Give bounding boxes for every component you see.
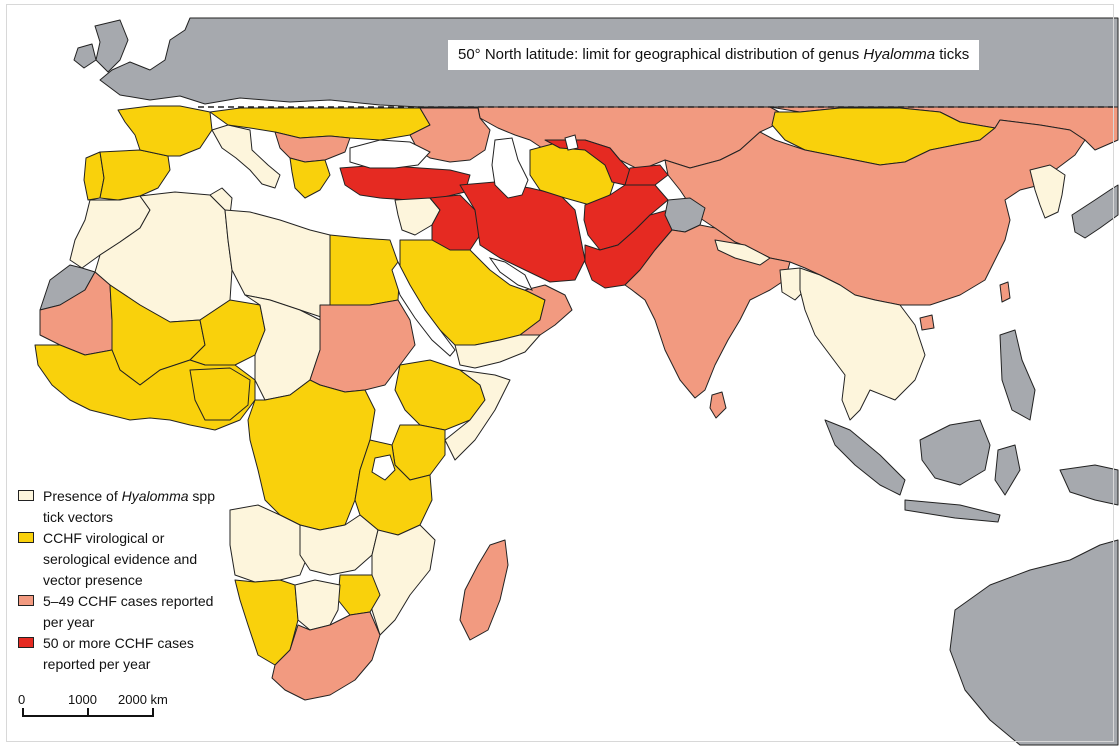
- region-yemen: [454, 334, 541, 369]
- legend-text-cases-50: 50 or more CCHF cases reported per year: [43, 635, 194, 672]
- scale-tick-2000: [152, 708, 154, 716]
- region-bangladesh: [779, 267, 806, 301]
- region-botswana: [294, 579, 341, 631]
- legend-item-presence: Presence of Hyalomma spp tick vectors: [18, 486, 233, 528]
- scale-tick-1000: [87, 708, 89, 716]
- legend-text-presence-pre: Presence of: [43, 488, 122, 504]
- region-france: [117, 105, 213, 157]
- lake-victoria: [371, 454, 396, 481]
- region-somalia: [444, 369, 511, 461]
- region-japan: [1071, 184, 1119, 239]
- legend-text-evidence: CCHF virological or serological evidence…: [43, 530, 198, 588]
- region-uk: [94, 19, 129, 73]
- region-borneo: [919, 419, 991, 486]
- region-sumatra: [824, 419, 906, 496]
- region-new-guinea: [1059, 464, 1119, 506]
- legend-item-evidence: CCHF virological or serological evidence…: [18, 528, 233, 591]
- legend-swatch-cases-5-49: [18, 595, 34, 606]
- region-australia: [949, 539, 1119, 746]
- black-sea: [349, 139, 431, 169]
- legend-text-presence-post: spp tick vectors: [43, 488, 215, 525]
- scale-bar: 0 1000 2000 km: [18, 692, 218, 732]
- region-nigeria: [189, 367, 251, 421]
- persian-gulf: [488, 257, 533, 291]
- region-sudan: [309, 299, 416, 393]
- latitude-label-prefix: 50° North latitude: limit for geographic…: [458, 46, 864, 63]
- legend-swatch-presence: [18, 490, 34, 501]
- scale-label-0: 0: [18, 692, 26, 707]
- region-nepal: [714, 239, 771, 266]
- region-hainan: [919, 314, 935, 331]
- region-balkans: [274, 131, 351, 163]
- region-mainland-se-asia: [799, 267, 926, 421]
- caspian-sea: [491, 137, 529, 199]
- region-korea: [1029, 164, 1066, 219]
- region-turkey: [339, 164, 471, 201]
- region-angola: [229, 504, 311, 583]
- latitude-label-genus: Hyalomma: [863, 46, 936, 63]
- region-tunisia: [209, 187, 233, 216]
- region-sri-lanka: [709, 391, 727, 419]
- region-india: [624, 224, 791, 399]
- region-oman: [519, 284, 573, 336]
- legend-text-cases-5-49: 5–49 CCHF cases reported per year: [43, 593, 214, 630]
- region-sulawesi: [994, 444, 1021, 496]
- region-greece: [289, 157, 331, 199]
- region-central-europe: [209, 107, 431, 141]
- region-java: [904, 499, 1001, 523]
- region-ireland: [73, 43, 97, 69]
- latitude-label: 50° North latitude: limit for geographic…: [448, 40, 980, 70]
- region-philippines: [999, 329, 1036, 421]
- region-taiwan: [999, 281, 1011, 303]
- region-italy: [211, 124, 281, 189]
- legend-text-presence-italic: Hyalomma: [121, 488, 189, 504]
- region-egypt: [329, 234, 401, 306]
- legend-swatch-cases-50: [18, 637, 34, 648]
- latitude-label-suffix: ticks: [935, 46, 970, 63]
- region-south-africa: [271, 611, 381, 701]
- scale-tick-0: [22, 708, 24, 716]
- region-ukraine: [409, 107, 491, 163]
- region-iran: [459, 181, 586, 283]
- region-niger: [189, 299, 266, 366]
- legend-swatch-evidence: [18, 532, 34, 543]
- region-madagascar: [459, 539, 509, 641]
- legend: Presence of Hyalomma spp tick vectors CC…: [18, 486, 233, 675]
- legend-item-cases-5-49: 5–49 CCHF cases reported per year: [18, 591, 233, 633]
- scale-label-1000: 1000: [68, 692, 97, 707]
- red-sea: [391, 261, 456, 357]
- legend-item-cases-50: 50 or more CCHF cases reported per year: [18, 633, 233, 675]
- aral-sea: [564, 134, 579, 151]
- scale-label-2000: 2000 km: [118, 692, 168, 707]
